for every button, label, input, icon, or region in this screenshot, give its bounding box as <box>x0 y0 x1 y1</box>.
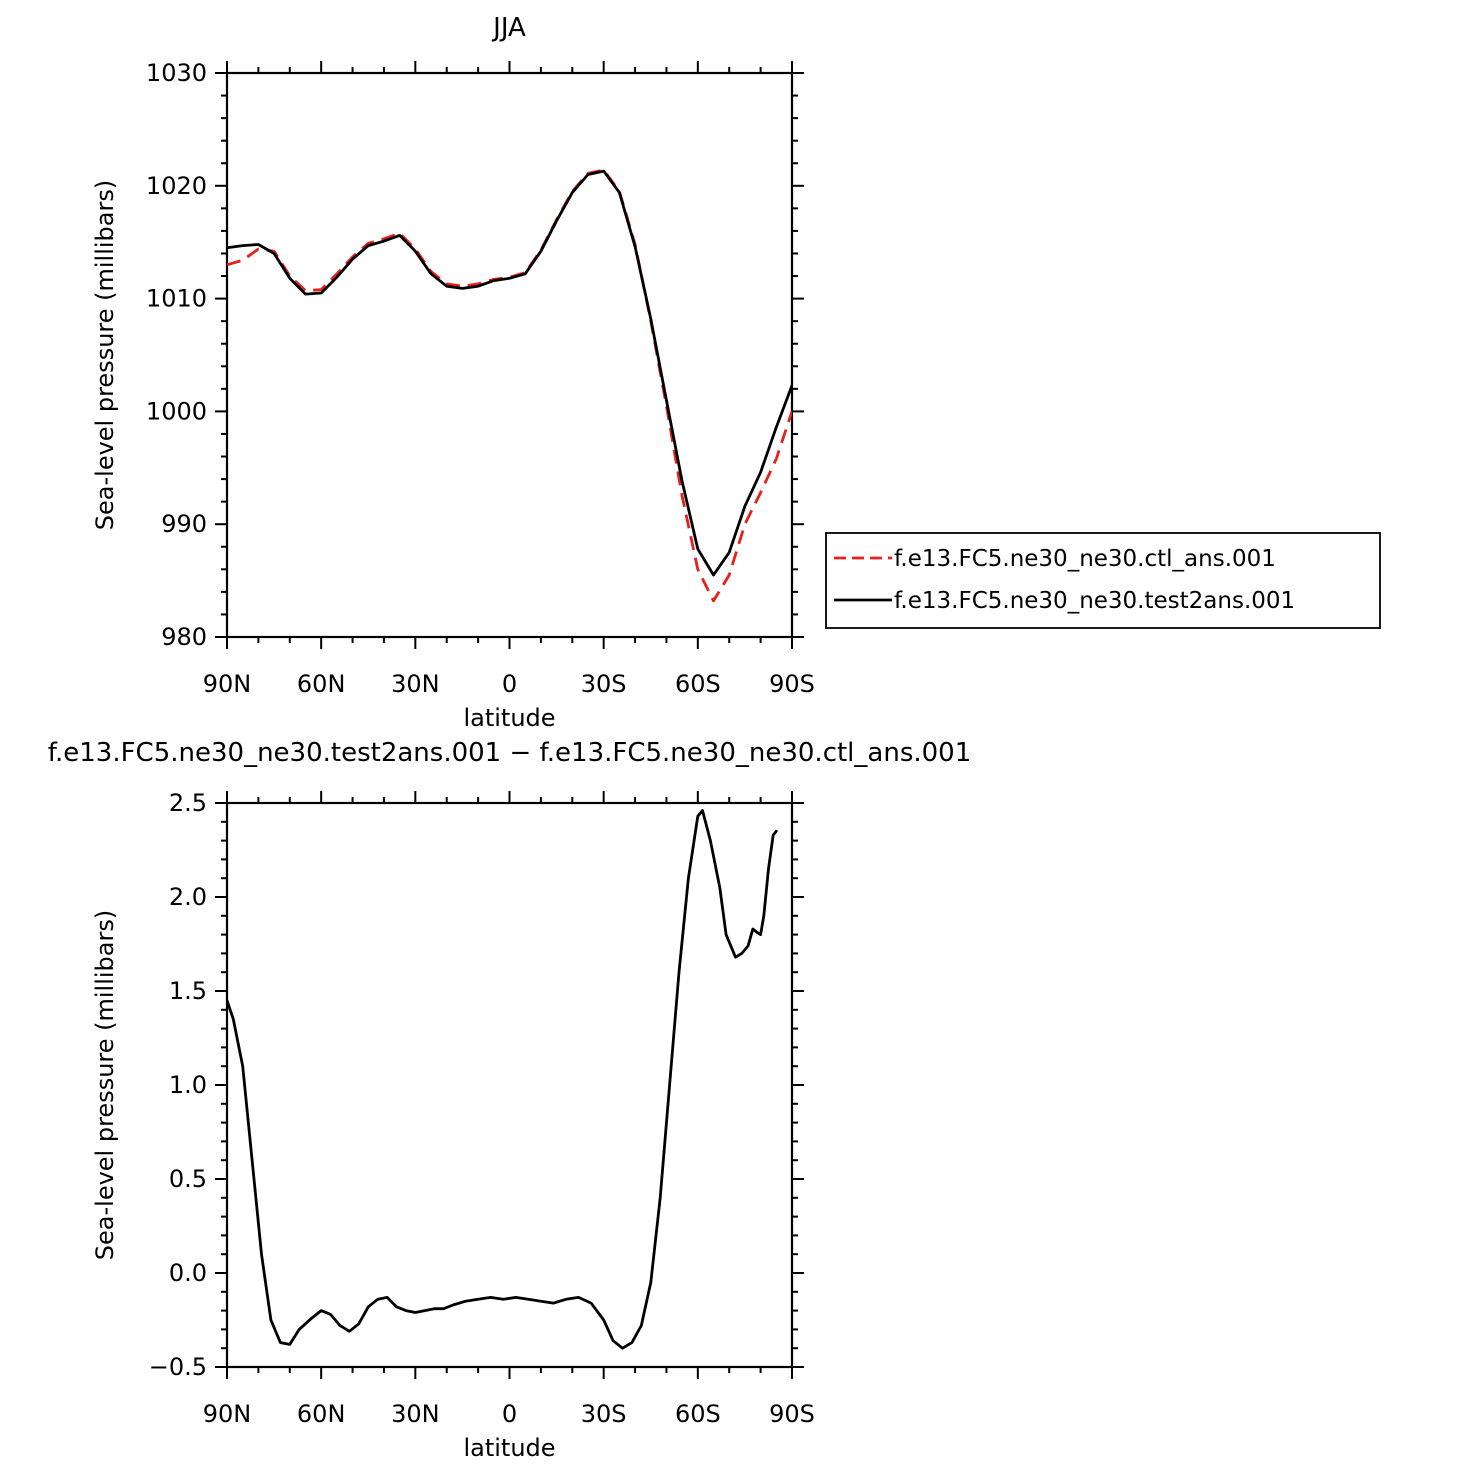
x-tick-label: 0 <box>502 670 517 698</box>
panel-1: JJA 90N 60N 30N 0 30S 60S 90S 980 990 1000 1010 1020… <box>91 13 1381 732</box>
x-tick-label: 90N <box>203 1400 252 1428</box>
x-tick-label: 30N <box>391 1400 440 1428</box>
y-axis-label: Sea-level pressure (millibars) <box>91 910 119 1260</box>
x-tick-label: 30S <box>581 1400 627 1428</box>
y-tick-label: 1010 <box>146 285 207 313</box>
x-tick-label: 90S <box>769 1400 815 1428</box>
x-tick-label: 90S <box>769 670 815 698</box>
chart-title: f.e13.FC5.ne30_ne30.test2ans.001 − f.e13… <box>48 738 972 768</box>
y-tick-label: 0.0 <box>169 1259 207 1287</box>
y-tick-label: −0.5 <box>149 1353 207 1381</box>
y-tick-label: 1.5 <box>169 977 207 1005</box>
legend-box <box>825 532 1381 629</box>
legend-label: f.e13.FC5.ne30_ne30.test2ans.001 <box>894 588 1295 614</box>
panel-2: f.e13.FC5.ne30_ne30.test2ans.001 − f.e13… <box>48 738 972 1462</box>
x-tick-label: 30S <box>581 670 627 698</box>
legend-label: f.e13.FC5.ne30_ne30.ctl_ans.001 <box>894 546 1276 572</box>
x-tick-label: 30N <box>391 670 440 698</box>
x-tick-label: 60N <box>297 1400 346 1428</box>
x-tick-label: 60S <box>675 670 721 698</box>
y-tick-label: 1030 <box>146 59 207 87</box>
y-axis-label: Sea-level pressure (millibars) <box>91 180 119 530</box>
chart-title: JJA <box>491 13 526 43</box>
y-tick-label: 1020 <box>146 172 207 200</box>
y-tick-label: 2.5 <box>169 789 207 817</box>
x-axis-label: latitude <box>463 704 555 732</box>
x-tick-label: 60S <box>675 1400 721 1428</box>
legend: f.e13.FC5.ne30_ne30.ctl_ans.001 f.e13.FC5… <box>825 532 1381 629</box>
y-tick-label: 980 <box>161 623 207 651</box>
x-tick-label: 90N <box>203 670 252 698</box>
series-line-2 <box>227 169 792 577</box>
x-axis-label: latitude <box>463 1434 555 1462</box>
y-tick-label: 0.5 <box>169 1165 207 1193</box>
x-tick-label: 0 <box>502 1400 517 1428</box>
series-line-1 <box>227 809 778 1350</box>
y-tick-label: 1.0 <box>169 1071 207 1099</box>
x-tick-label: 60N <box>297 670 346 698</box>
y-tick-label: 990 <box>161 510 207 538</box>
y-tick-label: 2.0 <box>169 883 207 911</box>
series-line-1 <box>227 168 792 603</box>
y-tick-label: 1000 <box>146 397 207 425</box>
